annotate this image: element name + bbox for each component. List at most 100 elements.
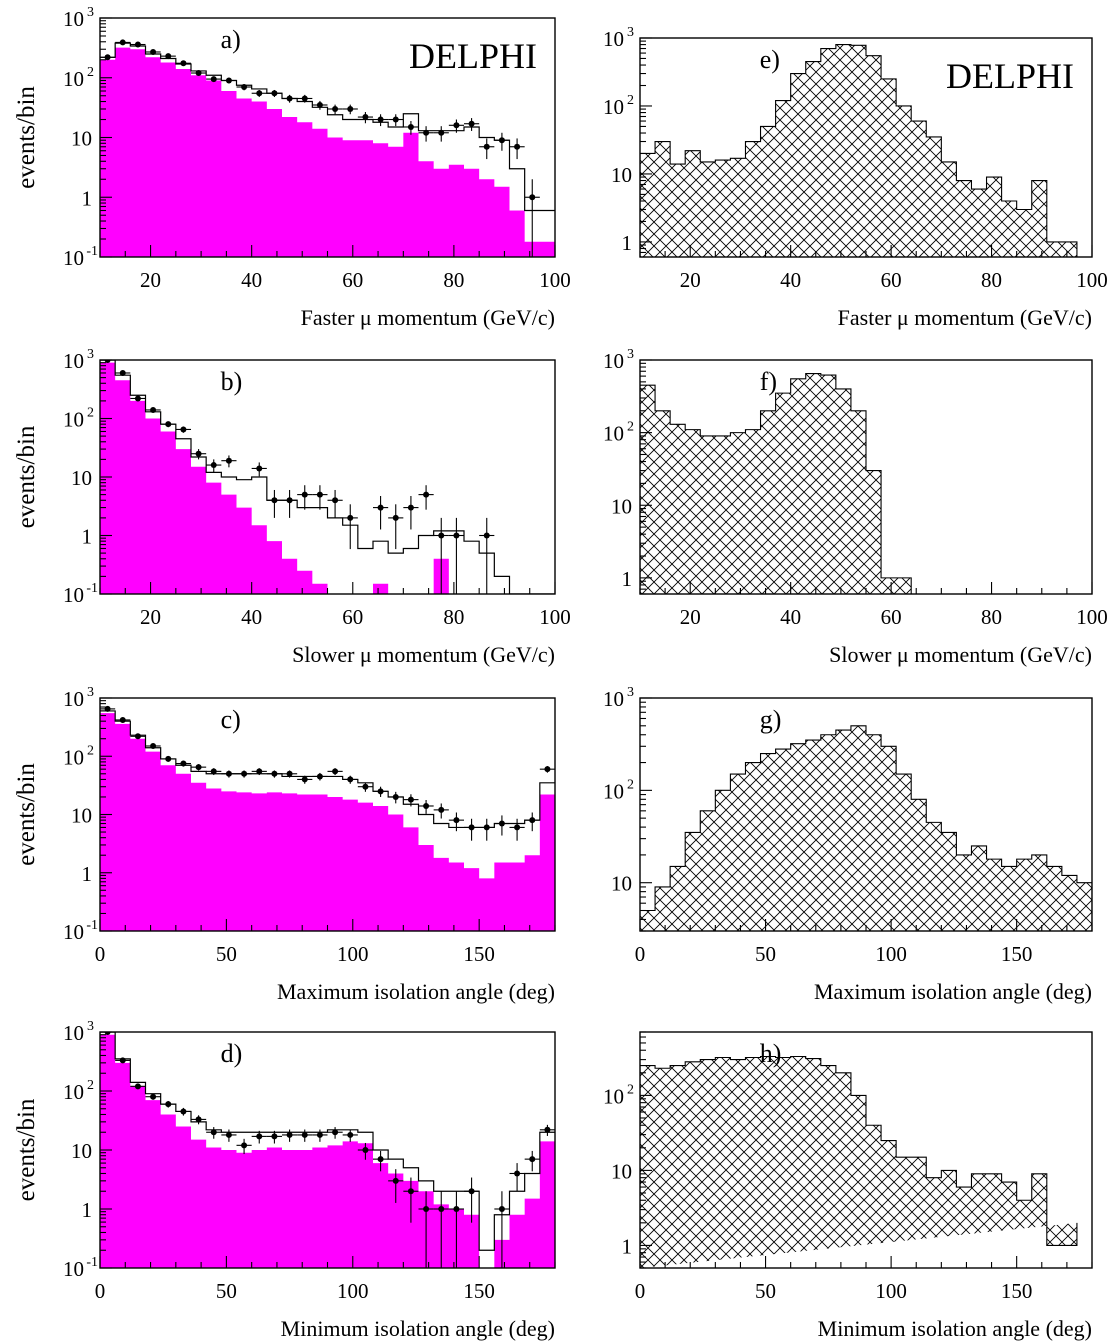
- data-point: [448, 1191, 464, 1268]
- x-tick-label: 150: [1001, 1279, 1033, 1303]
- data-point: [494, 815, 510, 836]
- x-tick-label: 100: [875, 1279, 907, 1303]
- data-marker: [316, 773, 323, 780]
- data-point: [464, 818, 480, 841]
- signal-histogram: [100, 1034, 555, 1268]
- y-tick-base: 10: [63, 349, 84, 373]
- data-marker: [195, 1116, 202, 1123]
- data-point: [130, 41, 146, 48]
- data-point: [266, 770, 282, 778]
- data-marker: [514, 143, 521, 150]
- data-marker: [438, 129, 445, 136]
- data-point: [251, 462, 267, 477]
- x-tick-label: 60: [342, 268, 363, 292]
- data-marker: [119, 716, 126, 723]
- data-point: [342, 775, 358, 784]
- data-marker: [119, 369, 126, 376]
- data-point: [403, 496, 419, 530]
- x-axis-label: Faster μ momentum (GeV/c): [838, 305, 1092, 330]
- signal-histogram: [100, 47, 555, 257]
- data-marker: [423, 1206, 430, 1212]
- data-point: [433, 803, 449, 819]
- data-point: [312, 1129, 328, 1142]
- data-point: [479, 138, 495, 160]
- y-tick-base: 10: [611, 872, 632, 896]
- y-tick-label: 1: [622, 1234, 633, 1258]
- data-marker: [286, 497, 293, 504]
- y-tick-label: 10 -1: [63, 244, 98, 270]
- x-tick-label: 40: [241, 268, 262, 292]
- y-axis-label: events/bin: [13, 763, 40, 866]
- data-marker: [529, 817, 536, 824]
- y-tick-exponent: -1: [86, 1255, 98, 1270]
- data-marker: [377, 116, 384, 123]
- y-tick-label: 10 3: [603, 685, 634, 711]
- data-marker: [544, 766, 551, 773]
- data-point: [312, 772, 328, 781]
- data-point: [327, 768, 343, 776]
- x-axis: 0 50 100 150: [95, 919, 556, 966]
- y-tick-exponent: 3: [627, 685, 634, 700]
- panel-label: c): [221, 705, 241, 734]
- y-tick-exponent: -1: [86, 581, 98, 596]
- y-tick-label: 10 2: [603, 1082, 634, 1108]
- data-marker: [453, 532, 460, 539]
- data-marker: [241, 1142, 248, 1149]
- data-point: [145, 1093, 161, 1100]
- data-marker: [316, 101, 323, 108]
- data-marker: [468, 120, 475, 127]
- data-point: [115, 716, 131, 723]
- data-point: [145, 48, 161, 55]
- data-marker: [514, 824, 521, 831]
- x-tick-label: 50: [755, 942, 776, 966]
- data-point: [418, 126, 434, 142]
- data-point: [206, 768, 222, 776]
- y-tick-base: 1: [622, 1234, 633, 1258]
- data-point: [494, 132, 510, 151]
- data-marker: [498, 820, 505, 827]
- x-tick-label: 60: [881, 605, 902, 629]
- y-tick-base: 10: [611, 1159, 632, 1183]
- data-point: [494, 1191, 510, 1268]
- data-marker: [438, 806, 445, 813]
- data-point: [433, 517, 449, 594]
- y-tick-label: 10: [611, 872, 632, 896]
- data-marker: [453, 817, 460, 824]
- x-tick-label: 40: [780, 268, 801, 292]
- data-marker: [423, 129, 430, 136]
- data-point: [327, 489, 343, 518]
- data-marker: [347, 776, 354, 783]
- x-axis-label: Slower μ momentum (GeV/c): [292, 642, 555, 667]
- data-point: [160, 755, 176, 762]
- y-tick-base: 10: [63, 408, 84, 432]
- data-point: [145, 742, 161, 749]
- y-tick-base: 10: [603, 27, 624, 51]
- y-tick-exponent: 2: [627, 420, 634, 435]
- data-marker: [134, 1083, 141, 1090]
- data-point: [191, 1115, 207, 1125]
- data-marker: [438, 532, 445, 539]
- y-tick-label: 10 2: [603, 93, 634, 119]
- data-marker: [241, 770, 248, 777]
- data-point: [418, 799, 434, 814]
- data-point: [282, 489, 298, 518]
- data-marker: [271, 1133, 278, 1140]
- data-point: [130, 733, 146, 740]
- data-marker: [392, 793, 399, 800]
- panel-label: h): [760, 1039, 782, 1068]
- y-tick-label: 1: [622, 231, 633, 255]
- data-marker: [104, 54, 111, 61]
- data-point: [100, 705, 116, 712]
- y-tick-label: 10 2: [603, 420, 634, 446]
- data-marker: [210, 768, 217, 775]
- y-tick-label: 10 2: [63, 743, 94, 769]
- data-point: [342, 1129, 358, 1142]
- plot-area: [640, 725, 1092, 931]
- data-point: [312, 100, 328, 110]
